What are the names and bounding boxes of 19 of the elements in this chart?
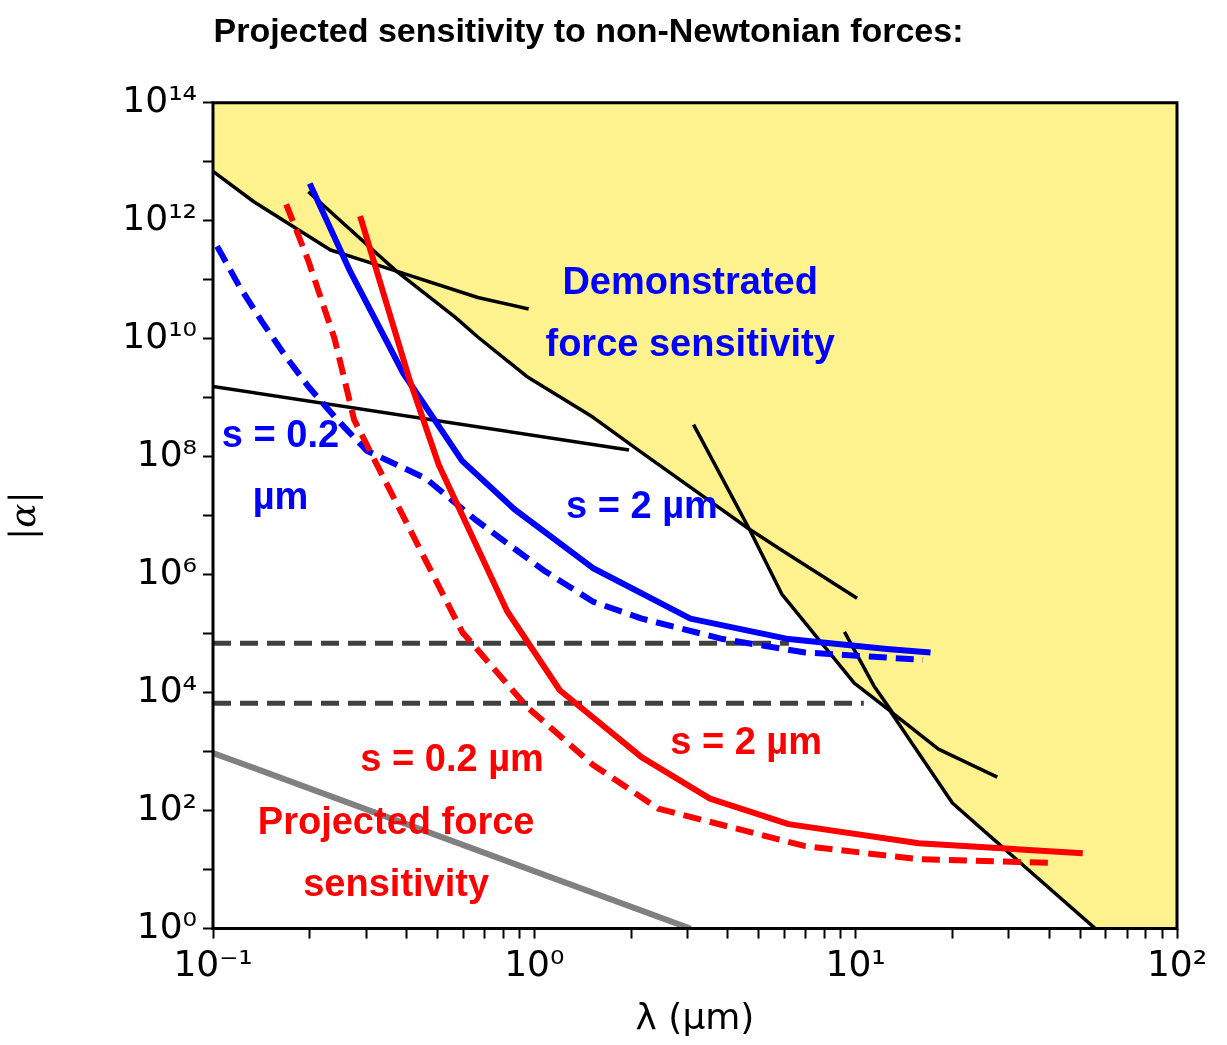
annotation: s = 2 µm bbox=[566, 483, 718, 526]
y-tick-label: 10⁸ bbox=[136, 433, 197, 475]
y-axis-title: |α| bbox=[1, 491, 43, 540]
x-tick-label: 10² bbox=[1146, 942, 1208, 984]
chart-title: Projected sensitivity to non-Newtonian forces: bbox=[213, 10, 964, 49]
y-tick-label: 10¹⁴ bbox=[122, 79, 197, 121]
x-tick-label: 10¹ bbox=[825, 942, 886, 984]
y-tick-label: 10¹⁰ bbox=[122, 315, 197, 357]
y-tick-label: 10² bbox=[136, 786, 197, 828]
annotation: Projected force sensitivity bbox=[257, 799, 535, 904]
annotation: s = 0.2 µm bbox=[360, 736, 544, 779]
y-tick-label: 10¹² bbox=[122, 197, 197, 239]
y-tick-label: 10⁴ bbox=[136, 669, 197, 711]
annotation: s = 2 µm bbox=[670, 720, 823, 763]
annotation: s = 0.2 µm bbox=[221, 413, 340, 518]
annotation: Demonstrated force sensitivity bbox=[545, 259, 835, 364]
x-axis-title: λ (μm) bbox=[635, 995, 755, 1037]
x-tick-label: 10⁰ bbox=[504, 942, 565, 984]
y-tick-label: 10⁶ bbox=[136, 551, 197, 593]
